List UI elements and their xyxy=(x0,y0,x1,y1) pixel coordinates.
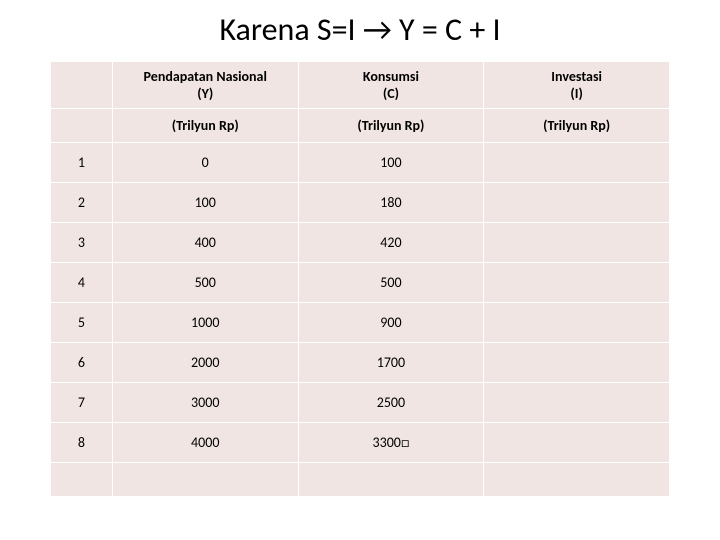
table-row: 4 500 500 xyxy=(51,263,670,303)
cell-i xyxy=(484,223,670,263)
table-row: 2 100 180 xyxy=(51,183,670,223)
table-empty-row xyxy=(51,463,670,497)
empty-cell xyxy=(51,463,113,497)
subheader-y: (Trilyun Rp) xyxy=(112,109,298,143)
cell-y: 2000 xyxy=(112,343,298,383)
subheader-index xyxy=(51,109,113,143)
cell-y: 1000 xyxy=(112,303,298,343)
cell-y: 4000 xyxy=(112,423,298,463)
cell-i xyxy=(484,183,670,223)
cell-idx: 2 xyxy=(51,183,113,223)
cell-idx: 6 xyxy=(51,343,113,383)
cell-idx: 1 xyxy=(51,143,113,183)
cell-i xyxy=(484,383,670,423)
table-row: 7 3000 2500 xyxy=(51,383,670,423)
table-row: 3 400 420 xyxy=(51,223,670,263)
cell-y: 3000 xyxy=(112,383,298,423)
cell-y: 100 xyxy=(112,183,298,223)
table-subheader-row: (Trilyun Rp) (Trilyun Rp) (Trilyun Rp) xyxy=(51,109,670,143)
cell-c: 3300□ xyxy=(298,423,484,463)
table-row: 1 0 100 xyxy=(51,143,670,183)
subheader-c: (Trilyun Rp) xyxy=(298,109,484,143)
table-header-row: Pendapatan Nasional(Y) Konsumsi(C) Inves… xyxy=(51,62,670,109)
cell-c: 1700 xyxy=(298,343,484,383)
cell-i xyxy=(484,143,670,183)
cell-y: 0 xyxy=(112,143,298,183)
cell-c: 180 xyxy=(298,183,484,223)
header-c: Konsumsi(C) xyxy=(298,62,484,109)
page-title: Karena S=I → Y = C + I xyxy=(50,10,670,49)
header-index xyxy=(51,62,113,109)
header-y: Pendapatan Nasional(Y) xyxy=(112,62,298,109)
table-row: 5 1000 900 xyxy=(51,303,670,343)
data-table: Pendapatan Nasional(Y) Konsumsi(C) Inves… xyxy=(50,61,670,497)
empty-cell xyxy=(112,463,298,497)
cell-idx: 8 xyxy=(51,423,113,463)
cell-y: 400 xyxy=(112,223,298,263)
header-i: Investasi(I) xyxy=(484,62,670,109)
cell-idx: 5 xyxy=(51,303,113,343)
table-row: 8 4000 3300□ xyxy=(51,423,670,463)
cell-idx: 3 xyxy=(51,223,113,263)
cell-y: 500 xyxy=(112,263,298,303)
cell-i xyxy=(484,343,670,383)
empty-cell xyxy=(484,463,670,497)
cell-i xyxy=(484,263,670,303)
cell-c: 100 xyxy=(298,143,484,183)
cell-c: 420 xyxy=(298,223,484,263)
cell-idx: 4 xyxy=(51,263,113,303)
cell-i xyxy=(484,303,670,343)
empty-cell xyxy=(298,463,484,497)
cell-c: 2500 xyxy=(298,383,484,423)
cell-c: 500 xyxy=(298,263,484,303)
cell-i xyxy=(484,423,670,463)
subheader-i: (Trilyun Rp) xyxy=(484,109,670,143)
cell-idx: 7 xyxy=(51,383,113,423)
table-row: 6 2000 1700 xyxy=(51,343,670,383)
cell-c: 900 xyxy=(298,303,484,343)
